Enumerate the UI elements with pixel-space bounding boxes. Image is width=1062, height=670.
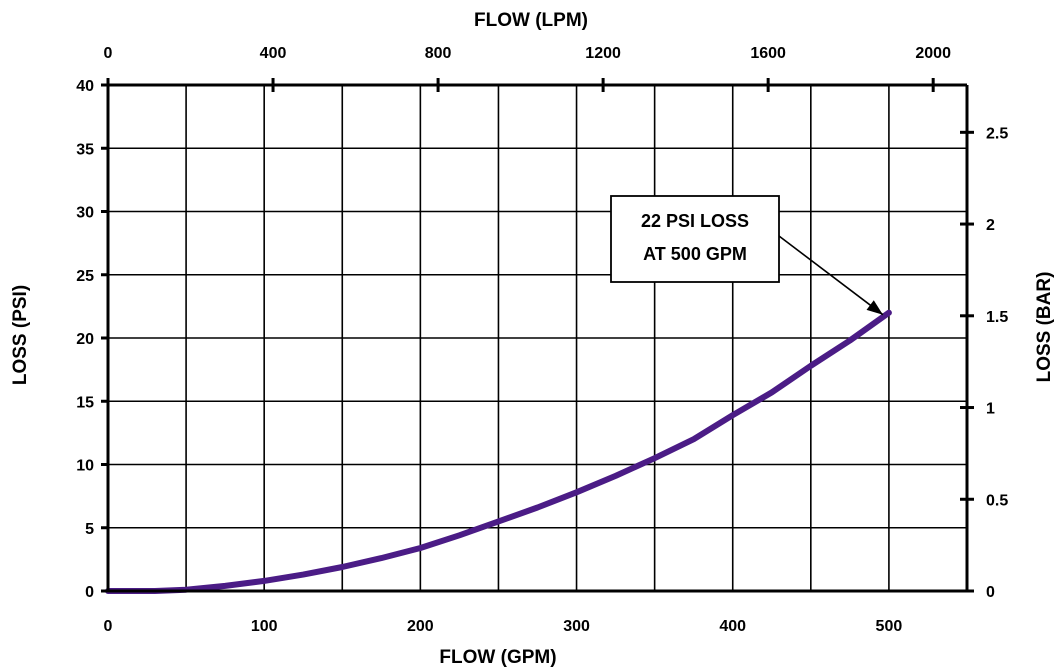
data-point: [574, 489, 579, 495]
y-left-tick-label: 35: [76, 141, 94, 158]
y-right-tick-label: 2: [986, 217, 995, 234]
x-bottom-tick-label: 100: [251, 618, 278, 635]
left-axis-title: LOSS (PSI): [10, 285, 31, 385]
y-left-tick-label: 15: [76, 394, 94, 411]
y-right-tick-label: 1.5: [986, 309, 1008, 326]
data-point: [730, 412, 736, 418]
annotation-arrow-head: [866, 300, 883, 315]
annotation-arrow-line: [778, 235, 884, 316]
data-point: [886, 310, 892, 316]
data-point: [613, 473, 618, 479]
y-left-tick-label: 40: [76, 78, 94, 95]
y-left-tick-label: 0: [85, 584, 94, 601]
data-point: [769, 389, 775, 395]
data-point: [222, 583, 228, 589]
annotation-text-line: 22 PSI LOSS: [641, 211, 749, 231]
x-bottom-tick-label: 500: [876, 618, 903, 635]
y-right-tick-label: 0.5: [986, 492, 1008, 509]
data-point: [339, 564, 345, 570]
data-point: [457, 532, 462, 538]
data-point: [691, 436, 697, 442]
x-top-tick-label: 1600: [750, 45, 786, 62]
y-left-tick-label: 10: [76, 458, 94, 475]
y-left-tick-label: 25: [76, 268, 94, 285]
annotation: 22 PSI LOSS AT 500 GPM: [610, 195, 884, 316]
x-bottom-tick-label: 200: [407, 618, 434, 635]
x-bottom-tick-label: 300: [563, 618, 590, 635]
bottom-axis-title: FLOW (GPM): [439, 647, 556, 668]
grid: [108, 84, 967, 591]
data-point: [378, 555, 384, 561]
x-top-tick-label: 2000: [915, 45, 951, 62]
annotation-text-line: AT 500 GPM: [643, 244, 747, 264]
data-point: [808, 363, 814, 369]
x-top-tick-label: 0: [104, 45, 113, 62]
x-top-tick-label: 800: [425, 45, 452, 62]
x-top-tick-label: 1200: [585, 45, 621, 62]
series-layer: [105, 309, 892, 594]
axes: [101, 78, 974, 593]
data-point: [261, 578, 267, 584]
x-bottom-tick-label: 0: [104, 618, 113, 635]
data-point: [652, 455, 658, 461]
y-left-tick-label: 30: [76, 205, 94, 222]
right-axis-title: LOSS (BAR): [1034, 272, 1055, 383]
y-right-tick-label: 2.5: [986, 125, 1008, 142]
x-top-tick-label: 400: [260, 45, 287, 62]
y-right-tick-label: 1: [986, 401, 995, 418]
top-axis-title: FLOW (LPM): [474, 10, 588, 31]
y-right-tick-label: 0: [986, 584, 995, 601]
data-point: [847, 338, 853, 343]
y-left-tick-label: 20: [76, 331, 94, 348]
annotation-box: [610, 195, 780, 283]
data-point: [535, 505, 540, 510]
x-bottom-tick-label: 400: [719, 618, 746, 635]
y-left-tick-label: 5: [85, 521, 94, 538]
data-point: [300, 572, 306, 577]
data-point: [496, 519, 501, 524]
data-point: [417, 545, 423, 551]
